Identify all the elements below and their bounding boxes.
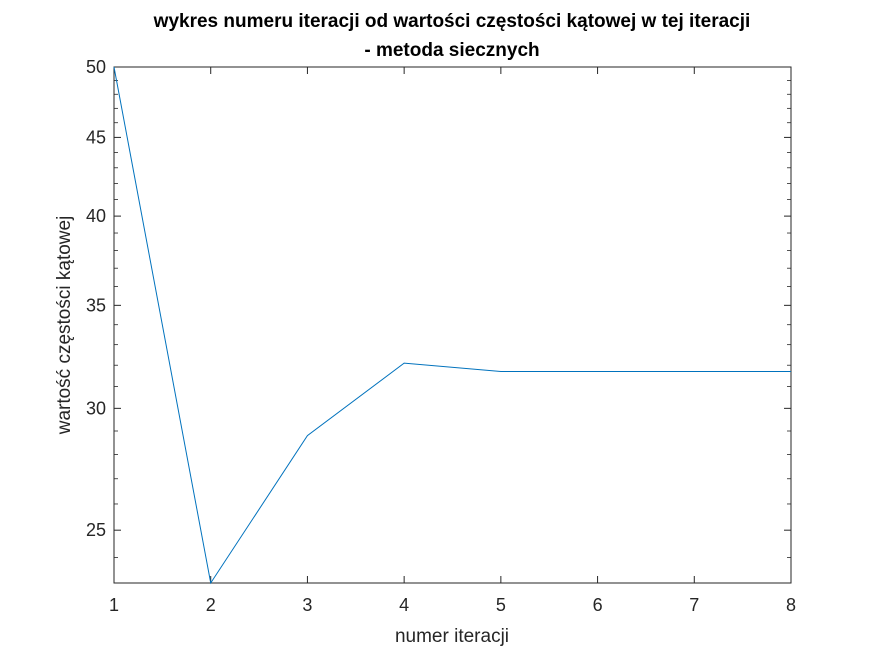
plot-area [113,66,792,584]
y-axis-label: wartość częstości kątowej [54,216,75,436]
chart-title: wykres numeru iteracji od wartości częst… [153,11,751,32]
x-tick-label: 3 [302,595,312,615]
x-tick-label: 6 [593,595,603,615]
y-tick-label: 45 [86,127,106,147]
y-tick-label: 25 [86,520,106,540]
y-axis-ticks: 25 30 35 40 45 50 [86,57,791,540]
series-line [113,66,791,585]
x-axis-ticks: 1 2 3 4 5 6 7 8 [109,67,796,615]
x-axis-label: numer iteracji [395,626,509,647]
x-tick-label: 2 [206,595,216,615]
y-tick-label: 40 [86,206,106,226]
x-tick-label: 1 [109,595,119,615]
x-tick-label: 8 [786,595,796,615]
x-tick-label: 5 [496,595,506,615]
y-tick-label: 50 [86,57,106,77]
x-tick-label: 4 [399,595,409,615]
y-tick-label: 30 [86,398,106,418]
chart-subtitle: - metoda siecznych [364,40,539,61]
series-layer [113,66,791,585]
y-minor-ticks [114,80,791,558]
y-tick-label: 35 [86,295,106,315]
x-tick-label: 7 [689,595,699,615]
